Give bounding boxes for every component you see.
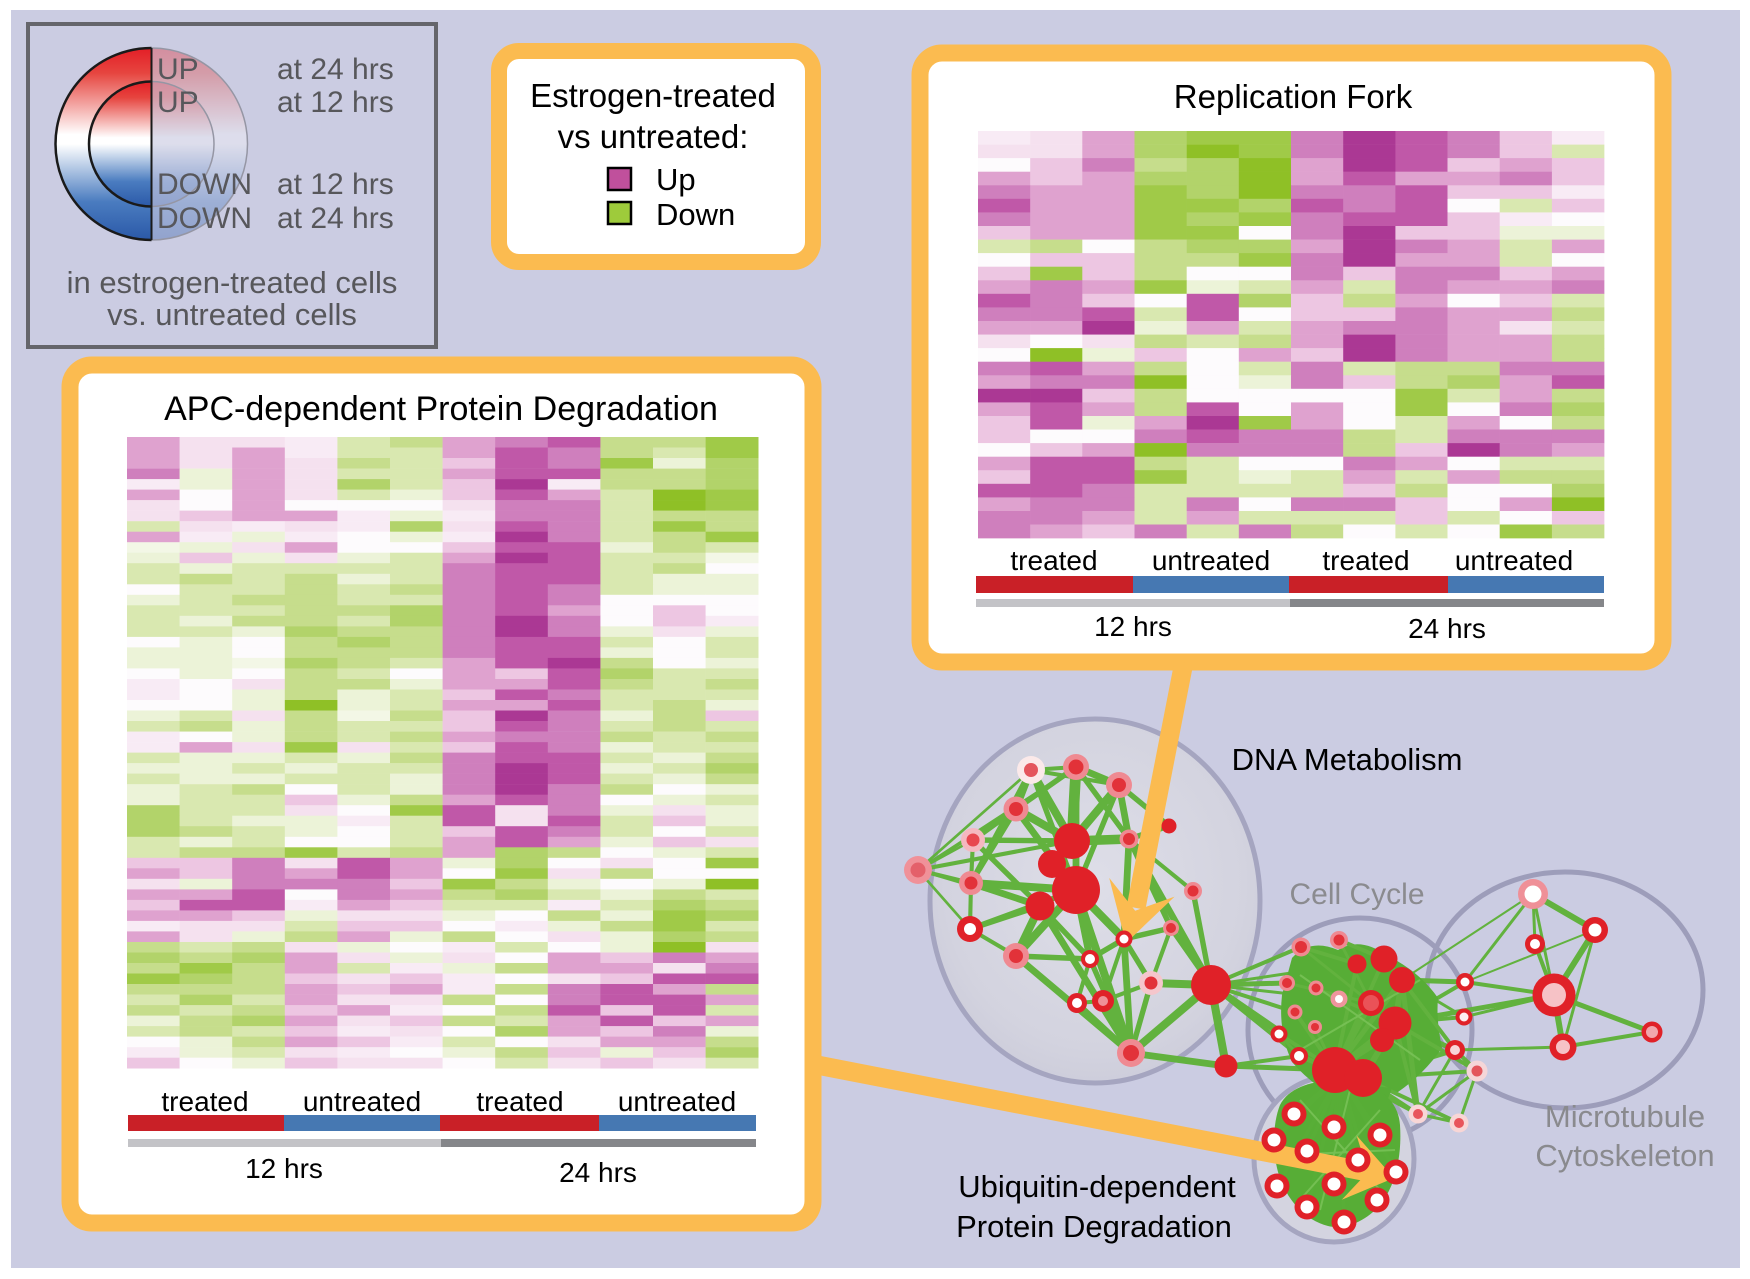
svg-text:DNA Metabolism: DNA Metabolism bbox=[1232, 742, 1463, 777]
svg-text:untreated: untreated bbox=[1152, 545, 1270, 576]
svg-text:Cytoskeleton: Cytoskeleton bbox=[1535, 1138, 1714, 1173]
svg-text:DOWN: DOWN bbox=[157, 202, 252, 235]
svg-text:treated: treated bbox=[1322, 545, 1409, 576]
svg-text:Up: Up bbox=[656, 162, 696, 197]
svg-text:at 12 hrs: at 12 hrs bbox=[277, 168, 394, 201]
svg-text:vs untreated:: vs untreated: bbox=[558, 118, 749, 155]
svg-text:Down: Down bbox=[656, 197, 735, 232]
svg-text:untreated: untreated bbox=[618, 1086, 736, 1117]
svg-text:treated: treated bbox=[161, 1086, 248, 1117]
svg-text:24 hrs: 24 hrs bbox=[1408, 613, 1486, 644]
svg-text:Microtubule: Microtubule bbox=[1545, 1099, 1705, 1134]
svg-text:APC-dependent Protein Degradat: APC-dependent Protein Degradation bbox=[164, 390, 718, 428]
svg-text:vs. untreated cells: vs. untreated cells bbox=[107, 297, 357, 332]
svg-text:untreated: untreated bbox=[1455, 545, 1573, 576]
svg-text:DOWN: DOWN bbox=[157, 168, 252, 201]
svg-text:12 hrs: 12 hrs bbox=[245, 1153, 323, 1184]
svg-text:in estrogen-treated cells: in estrogen-treated cells bbox=[67, 265, 398, 300]
svg-text:at 24 hrs: at 24 hrs bbox=[277, 53, 394, 86]
svg-text:12 hrs: 12 hrs bbox=[1094, 611, 1172, 642]
svg-text:UP: UP bbox=[157, 53, 199, 86]
svg-text:Protein Degradation: Protein Degradation bbox=[956, 1209, 1232, 1244]
svg-text:Replication Fork: Replication Fork bbox=[1174, 78, 1413, 115]
svg-text:24 hrs: 24 hrs bbox=[559, 1157, 637, 1188]
svg-text:Ubiquitin-dependent: Ubiquitin-dependent bbox=[958, 1169, 1236, 1204]
svg-text:treated: treated bbox=[1010, 545, 1097, 576]
svg-text:UP: UP bbox=[157, 86, 199, 119]
svg-text:treated: treated bbox=[476, 1086, 563, 1117]
svg-text:Cell Cycle: Cell Cycle bbox=[1289, 878, 1424, 911]
svg-text:at 12 hrs: at 12 hrs bbox=[277, 86, 394, 119]
svg-text:untreated: untreated bbox=[303, 1086, 421, 1117]
svg-text:Estrogen-treated: Estrogen-treated bbox=[530, 77, 776, 114]
svg-text:at 24 hrs: at 24 hrs bbox=[277, 202, 394, 235]
